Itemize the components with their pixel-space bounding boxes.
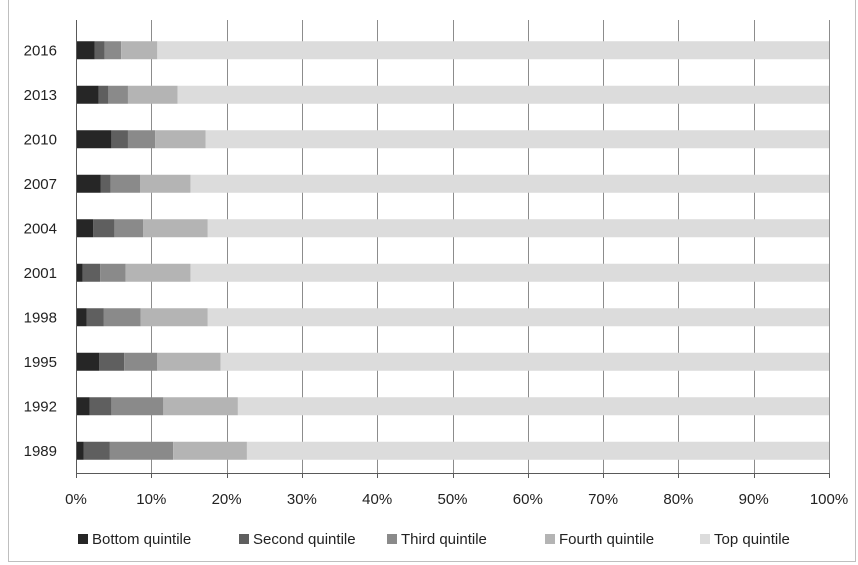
- x-tick-label: 90%: [739, 491, 769, 508]
- x-tick-label: 10%: [136, 491, 166, 508]
- y-tick-label: 1989: [24, 443, 57, 460]
- bar-segment: [114, 219, 144, 238]
- bar-segment: [207, 219, 829, 238]
- bar-segment: [104, 41, 122, 60]
- bar-segment: [110, 174, 141, 193]
- legend: Bottom quintile Second quintile Third quin…: [78, 531, 790, 548]
- y-tick-label: 2013: [24, 87, 57, 104]
- y-tick-label: 2001: [24, 265, 57, 282]
- bar-segment: [190, 174, 829, 193]
- bar-segment: [76, 174, 101, 193]
- bar-segment: [76, 397, 90, 416]
- bar-segment: [127, 130, 156, 149]
- legend-label: Top quintile: [714, 531, 790, 548]
- legend-swatch: [545, 534, 555, 544]
- bar-segment: [76, 263, 83, 282]
- legend-label: Second quintile: [253, 531, 356, 548]
- bar-segment: [82, 263, 101, 282]
- bar-segment: [76, 308, 87, 327]
- legend-label: Third quintile: [401, 531, 487, 548]
- bar-segment: [125, 263, 191, 282]
- y-tick-label: 1998: [24, 309, 57, 326]
- bar-segment: [109, 441, 174, 460]
- bar-segment: [100, 263, 126, 282]
- bar-segment: [94, 41, 105, 60]
- y-tick-label: 1995: [24, 354, 57, 371]
- y-tick-label: 2016: [24, 42, 57, 59]
- bar-segment: [190, 263, 829, 282]
- bar-segment: [177, 85, 829, 104]
- bar-segment: [103, 308, 141, 327]
- legend-swatch: [700, 534, 710, 544]
- bar-segment: [237, 397, 829, 416]
- y-tick-label: 2010: [24, 131, 57, 148]
- bar-segment: [121, 41, 158, 60]
- bar-segment: [83, 441, 110, 460]
- bar-segment: [76, 41, 95, 60]
- bar-segment: [86, 308, 104, 327]
- bar-segment: [127, 85, 178, 104]
- bar-segment: [100, 174, 111, 193]
- axes: [76, 20, 830, 478]
- y-tick-label: 1992: [24, 398, 57, 415]
- bar-segment: [124, 352, 158, 371]
- x-tick-label: 50%: [437, 491, 467, 508]
- bar-segment: [76, 441, 84, 460]
- x-tick-label: 100%: [810, 491, 848, 508]
- legend-label: Bottom quintile: [92, 531, 191, 548]
- bar-segment: [76, 219, 94, 238]
- bar-segment: [157, 41, 830, 60]
- bars: [76, 41, 830, 460]
- bar-segment: [143, 219, 208, 238]
- bar-segment: [246, 441, 829, 460]
- x-tick-label: 80%: [663, 491, 693, 508]
- x-tick-label: 20%: [212, 491, 242, 508]
- bar-segment: [140, 174, 191, 193]
- bar-segment: [89, 397, 112, 416]
- bar-segment: [173, 441, 247, 460]
- bar-segment: [111, 130, 128, 149]
- y-tick-label: 2007: [24, 176, 57, 193]
- bar-segment: [98, 85, 109, 104]
- x-axis-tick-labels: 0% 10% 20% 30% 40% 50% 60% 70% 80% 90% 100%: [65, 491, 848, 508]
- legend-label: Fourth quintile: [559, 531, 654, 548]
- bar-segment: [163, 397, 238, 416]
- legend-swatch: [78, 534, 88, 544]
- x-tick-label: 30%: [287, 491, 317, 508]
- bar-segment: [76, 85, 99, 104]
- x-tick-label: 40%: [362, 491, 392, 508]
- legend-swatch: [239, 534, 249, 544]
- bar-segment: [205, 130, 830, 149]
- bar-segment: [111, 397, 164, 416]
- bar-segment: [140, 308, 208, 327]
- bar-segment: [207, 308, 829, 327]
- bar-segment: [76, 130, 112, 149]
- x-tick-label: 0%: [65, 491, 87, 508]
- bar-segment: [108, 85, 128, 104]
- bar-segment: [220, 352, 830, 371]
- bar-segment: [76, 352, 100, 371]
- bar-segment: [93, 219, 115, 238]
- legend-swatch: [387, 534, 397, 544]
- y-tick-label: 2004: [24, 220, 57, 237]
- x-tick-label: 70%: [588, 491, 618, 508]
- bar-segment: [155, 130, 206, 149]
- bar-segment: [157, 352, 221, 371]
- y-axis-tick-labels: 2016 2013 2010 2007 2004 2001 1998 1995 1992 1989: [24, 42, 57, 460]
- bar-segment: [99, 352, 125, 371]
- x-tick-label: 60%: [513, 491, 543, 508]
